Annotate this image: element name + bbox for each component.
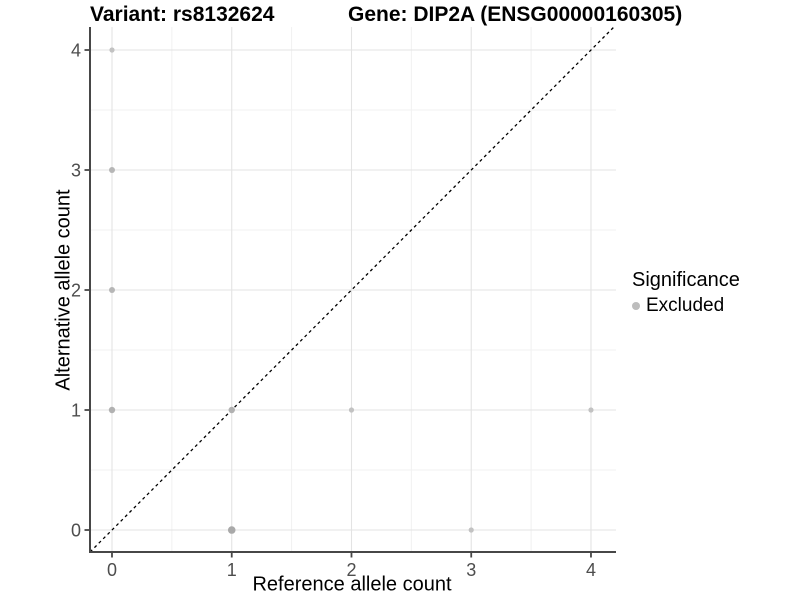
data-point <box>468 527 474 533</box>
data-point <box>588 407 594 413</box>
x-tick-label: 0 <box>107 560 117 580</box>
data-point <box>109 47 115 53</box>
y-tick-label: 1 <box>71 401 81 421</box>
gene-title: Gene: DIP2A (ENSG00000160305) <box>348 3 683 26</box>
data-point <box>348 407 355 413</box>
data-point <box>108 406 116 414</box>
legend-point-icon <box>632 302 640 311</box>
data-point <box>108 287 115 294</box>
y-tick-label: 2 <box>71 281 81 301</box>
legend-title: Significance <box>632 269 740 291</box>
legend-item-excluded: Excluded <box>632 295 740 318</box>
data-point <box>228 406 235 414</box>
data-point <box>108 167 115 174</box>
y-tick-label: 4 <box>71 41 81 61</box>
y-tick-label: 3 <box>71 161 81 181</box>
x-tick-label: 1 <box>227 560 237 580</box>
x-tick-label: 4 <box>586 560 596 580</box>
x-tick-label: 3 <box>466 560 476 580</box>
y-tick-label: 0 <box>71 521 81 541</box>
legend: Significance Excluded <box>632 268 740 318</box>
variant-title: Variant: rs8132624 <box>90 3 275 26</box>
y-axis-title: Alternative allele count <box>52 189 75 391</box>
data-point <box>227 526 236 534</box>
x-axis-title: Reference allele count <box>252 573 452 596</box>
x-tick-label: 2 <box>346 560 356 580</box>
legend-item-label: Excluded <box>646 295 725 316</box>
